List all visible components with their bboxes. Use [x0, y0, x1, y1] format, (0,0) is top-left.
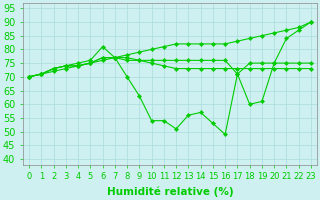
X-axis label: Humidité relative (%): Humidité relative (%): [107, 187, 233, 197]
